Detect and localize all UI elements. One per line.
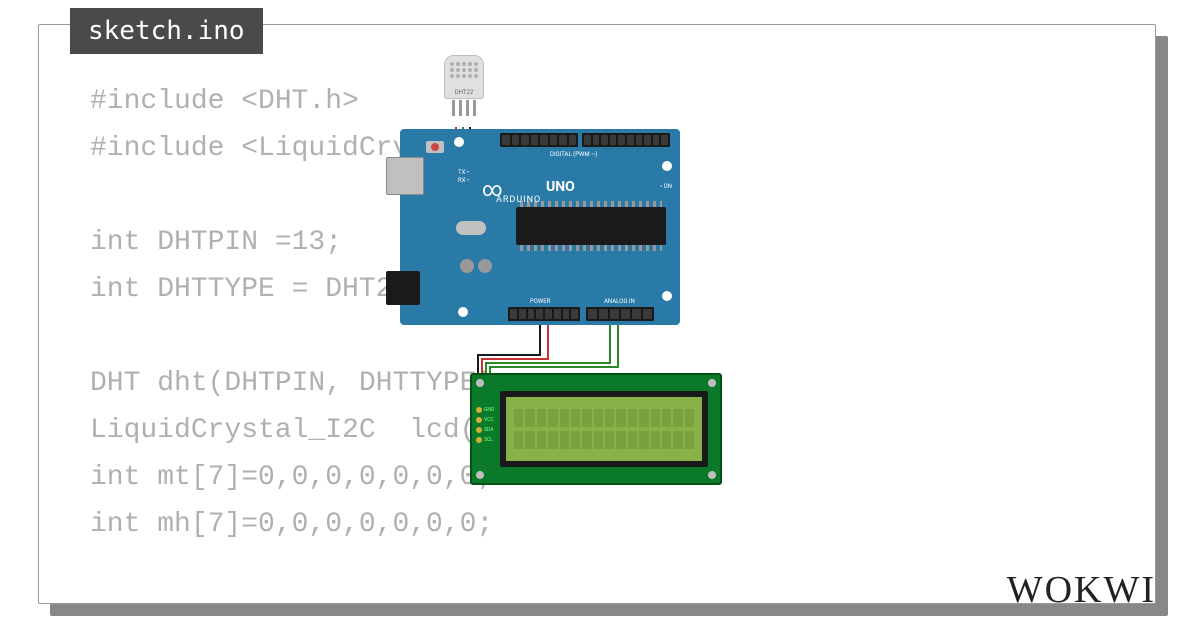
mount-hole	[662, 291, 672, 301]
txrx-label: TX •RX •	[458, 169, 469, 185]
on-led-label: • ON	[660, 183, 672, 190]
digital-header-1	[500, 133, 578, 147]
capacitors	[460, 259, 474, 273]
power-header	[508, 307, 580, 321]
atmega-chip	[516, 207, 666, 245]
power-section-label: POWER	[530, 298, 550, 305]
dht22-label: DHT22	[445, 89, 483, 96]
mount-hole	[454, 137, 464, 147]
dht22-sensor[interactable]: DHT22	[440, 55, 488, 125]
digital-label: DIGITAL (PWM ~)	[550, 151, 597, 158]
arduino-uno-board[interactable]: ∞ UNO ARDUINO DIGITAL (PWM ~) • ON TX •R…	[400, 129, 680, 325]
code-line: int DHTPIN =13;	[90, 227, 342, 258]
file-tab[interactable]: sketch.ino	[70, 8, 263, 54]
mount-hole	[662, 161, 672, 171]
uno-label: UNO	[546, 179, 575, 195]
power-jack	[386, 271, 420, 305]
reset-button[interactable]	[426, 141, 444, 153]
analog-section-label: ANALOG IN	[604, 298, 635, 305]
crystal	[456, 221, 486, 235]
lcd-display[interactable]: GND VCC SDA SCL	[470, 373, 722, 485]
analog-header	[586, 307, 654, 321]
lcd-i2c-pins: GND VCC SDA SCL	[476, 407, 494, 443]
digital-header-2	[582, 133, 670, 147]
circuit-diagram: DHT22 ∞ UNO ARDUINO DIGITAL (PWM ~	[400, 55, 800, 555]
dht22-body: DHT22	[444, 55, 484, 99]
mount-hole	[458, 307, 468, 317]
code-line: #include <DHT.h>	[90, 86, 359, 117]
wokwi-logo: WOKWI	[1007, 568, 1156, 612]
usb-port	[386, 157, 424, 195]
lcd-screen	[500, 391, 708, 467]
arduino-brand-label: ARDUINO	[496, 195, 541, 205]
